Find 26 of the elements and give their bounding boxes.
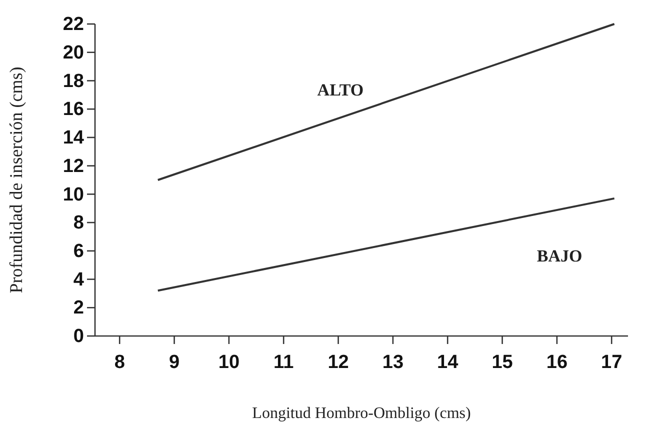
y-tick-label: 6 bbox=[73, 240, 84, 262]
y-axis-title: Profundidad de inserción (cms) bbox=[6, 66, 26, 294]
y-tick-label: 18 bbox=[62, 70, 84, 92]
x-tick-label: 9 bbox=[168, 352, 180, 373]
x-tick-label: 12 bbox=[328, 352, 349, 373]
y-tick-label: 10 bbox=[62, 184, 84, 206]
x-axis-title: Longitud Hombro-Ombligo (cms) bbox=[252, 405, 471, 422]
y-tick-label: 20 bbox=[62, 42, 84, 64]
y-tick-label: 8 bbox=[73, 212, 84, 234]
y-tick-label: 4 bbox=[73, 269, 84, 290]
x-tick-label: 13 bbox=[382, 352, 404, 373]
y-tick-label: 2 bbox=[73, 298, 84, 319]
y-tick-label: 12 bbox=[62, 156, 84, 177]
y-tick-label: 16 bbox=[62, 99, 84, 120]
x-tick-label: 8 bbox=[114, 352, 125, 373]
series-label: ALTO bbox=[317, 80, 364, 100]
x-tick-label: 15 bbox=[492, 352, 514, 373]
x-tick-label: 10 bbox=[218, 352, 240, 373]
x-tick-label: 16 bbox=[546, 352, 568, 373]
x-tick-label: 11 bbox=[274, 352, 294, 373]
y-tick-label: 22 bbox=[62, 14, 84, 36]
y-tick-label: 0 bbox=[73, 326, 84, 348]
x-tick-label: 14 bbox=[437, 352, 459, 373]
y-tick-label: 14 bbox=[62, 128, 84, 149]
x-tick-label: 17 bbox=[601, 352, 622, 373]
series-label: BAJO bbox=[536, 246, 582, 266]
